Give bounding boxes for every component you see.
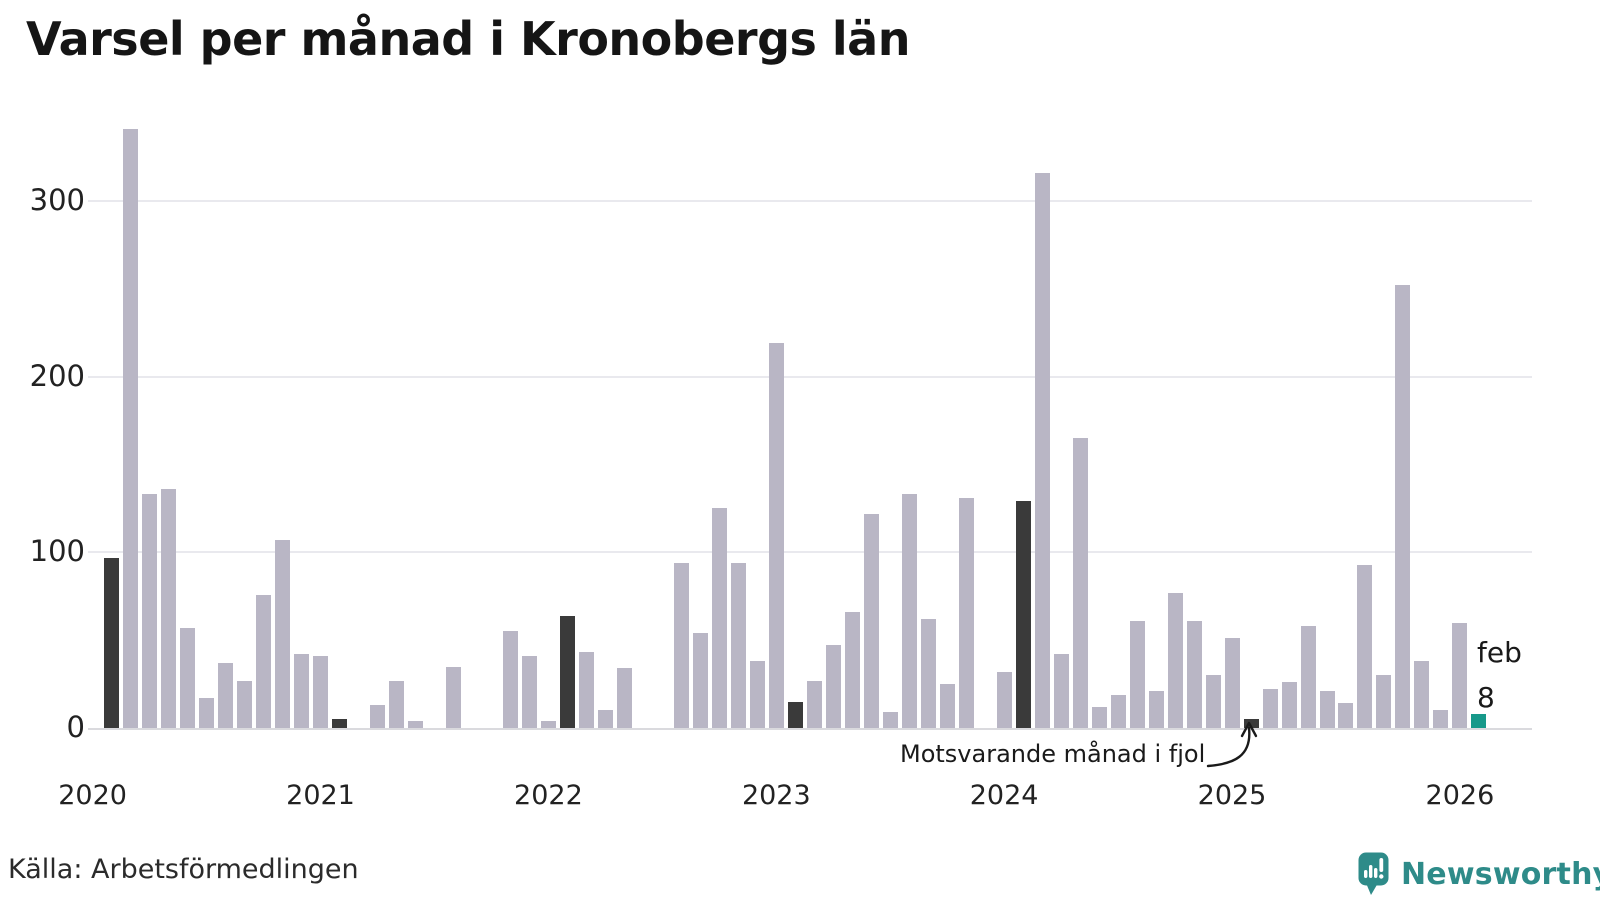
bar-aug-2022 — [673, 562, 689, 728]
bar-dec-2020 — [294, 654, 309, 728]
bar-feb-2021-compare — [332, 719, 347, 728]
bar-aug-2024 — [1129, 620, 1145, 728]
bar-jul-2025 — [1338, 703, 1354, 728]
bar-feb-2026-current — [1471, 713, 1487, 728]
bar-sep-2023 — [920, 619, 936, 728]
bar-aug-2021 — [445, 666, 461, 728]
gridline-y300 — [88, 199, 1532, 202]
bar-maj-2025 — [1300, 626, 1316, 728]
bar-maj-2020 — [161, 489, 177, 728]
bar-okt-2022 — [711, 508, 727, 728]
bar-okt-2023 — [939, 684, 955, 728]
bar-sep-2024 — [1148, 691, 1164, 728]
bar-aug-2020 — [218, 663, 233, 728]
bar-jul-2024 — [1110, 694, 1126, 728]
bar-nov-2020 — [275, 540, 290, 728]
bar-jun-2025 — [1319, 691, 1335, 728]
bar-jan-2024 — [996, 671, 1012, 728]
bar-okt-2025 — [1395, 285, 1411, 728]
bar-dec-2022 — [749, 661, 765, 728]
gridline-y100 — [88, 551, 1532, 554]
gridline-y200 — [88, 375, 1532, 378]
bar-jun-2020 — [180, 627, 196, 728]
bar-okt-2020 — [256, 594, 271, 728]
bar-nov-2023 — [958, 497, 974, 728]
x-axis-label-2025: 2025 — [1197, 780, 1267, 811]
bar-jul-2023 — [882, 712, 898, 728]
bar-jan-2021 — [313, 656, 328, 728]
bar-nov-2024 — [1186, 620, 1202, 728]
bar-nov-2021 — [502, 631, 518, 728]
x-axis-label-2020: 2020 — [58, 780, 127, 811]
bar-feb-2025-compare — [1243, 719, 1259, 728]
bar-feb-2020-compare — [104, 557, 120, 728]
bar-maj-2021 — [388, 680, 404, 728]
bar-mar-2023 — [806, 680, 822, 728]
bar-mar-2020 — [123, 128, 139, 728]
bar-apr-2021 — [370, 705, 385, 728]
annotation-compare-month: Motsvarande månad i fjol — [900, 740, 1205, 768]
bar-maj-2022 — [616, 668, 632, 728]
bar-jun-2024 — [1091, 706, 1107, 728]
bar-jan-2026 — [1452, 622, 1468, 728]
bar-feb-2022-compare — [559, 615, 575, 728]
bar-jul-2020 — [199, 698, 214, 728]
bar-sep-2022 — [692, 633, 708, 728]
bar-jan-2023 — [768, 343, 784, 728]
bar-mar-2025 — [1262, 689, 1278, 728]
newsworthy-logo: Newsworthy — [1358, 851, 1600, 897]
bar-nov-2022 — [730, 562, 746, 728]
current-value-label: feb 8 — [1477, 630, 1522, 720]
x-axis-label-2021: 2021 — [286, 780, 355, 811]
chart-title: Varsel per månad i Kronobergs län — [26, 12, 910, 66]
bar-jun-2023 — [863, 513, 879, 728]
bar-mar-2022 — [578, 652, 594, 728]
bar-jun-2021 — [407, 721, 423, 728]
bar-sep-2020 — [237, 680, 252, 728]
bar-apr-2025 — [1281, 682, 1297, 728]
bar-sep-2025 — [1376, 675, 1392, 728]
x-axis-label-2022: 2022 — [514, 780, 583, 811]
bar-maj-2024 — [1072, 438, 1088, 728]
bar-okt-2024 — [1167, 592, 1183, 728]
x-axis-label-2024: 2024 — [969, 780, 1039, 811]
bar-mar-2024 — [1034, 172, 1050, 728]
bar-dec-2024 — [1205, 675, 1221, 728]
bar-jan-2022 — [540, 721, 556, 728]
bar-apr-2020 — [142, 494, 158, 728]
bar-aug-2025 — [1357, 564, 1373, 728]
x-axis-label-2023: 2023 — [741, 780, 811, 811]
y-axis-label-200: 200 — [29, 358, 85, 393]
bar-jan-2025 — [1224, 638, 1240, 728]
bar-apr-2022 — [597, 710, 613, 728]
newsworthy-icon — [1358, 852, 1389, 895]
bar-nov-2025 — [1414, 661, 1430, 728]
bar-feb-2023-compare — [787, 701, 803, 728]
current-value: 8 — [1477, 681, 1495, 714]
bar-dec-2025 — [1433, 710, 1449, 728]
bar-apr-2024 — [1053, 654, 1069, 728]
y-axis-label-0: 0 — [66, 710, 85, 744]
y-axis-label-100: 100 — [29, 534, 85, 569]
current-month-label: feb — [1477, 636, 1522, 669]
x-axis-line — [88, 728, 1532, 730]
annotation-text: Motsvarande månad i fjol — [900, 740, 1206, 768]
newsworthy-wordmark: Newsworthy — [1401, 856, 1600, 892]
bar-dec-2021 — [521, 656, 537, 728]
bar-maj-2023 — [844, 612, 860, 728]
annotation-arrow-icon — [1206, 721, 1258, 768]
bar-apr-2023 — [825, 645, 841, 728]
source-note: Källa: Arbetsförmedlingen — [8, 854, 359, 885]
bar-aug-2023 — [901, 494, 917, 728]
x-axis-label-2026: 2026 — [1425, 780, 1495, 811]
y-axis-label-300: 300 — [29, 182, 85, 217]
bar-feb-2024-compare — [1015, 501, 1031, 728]
